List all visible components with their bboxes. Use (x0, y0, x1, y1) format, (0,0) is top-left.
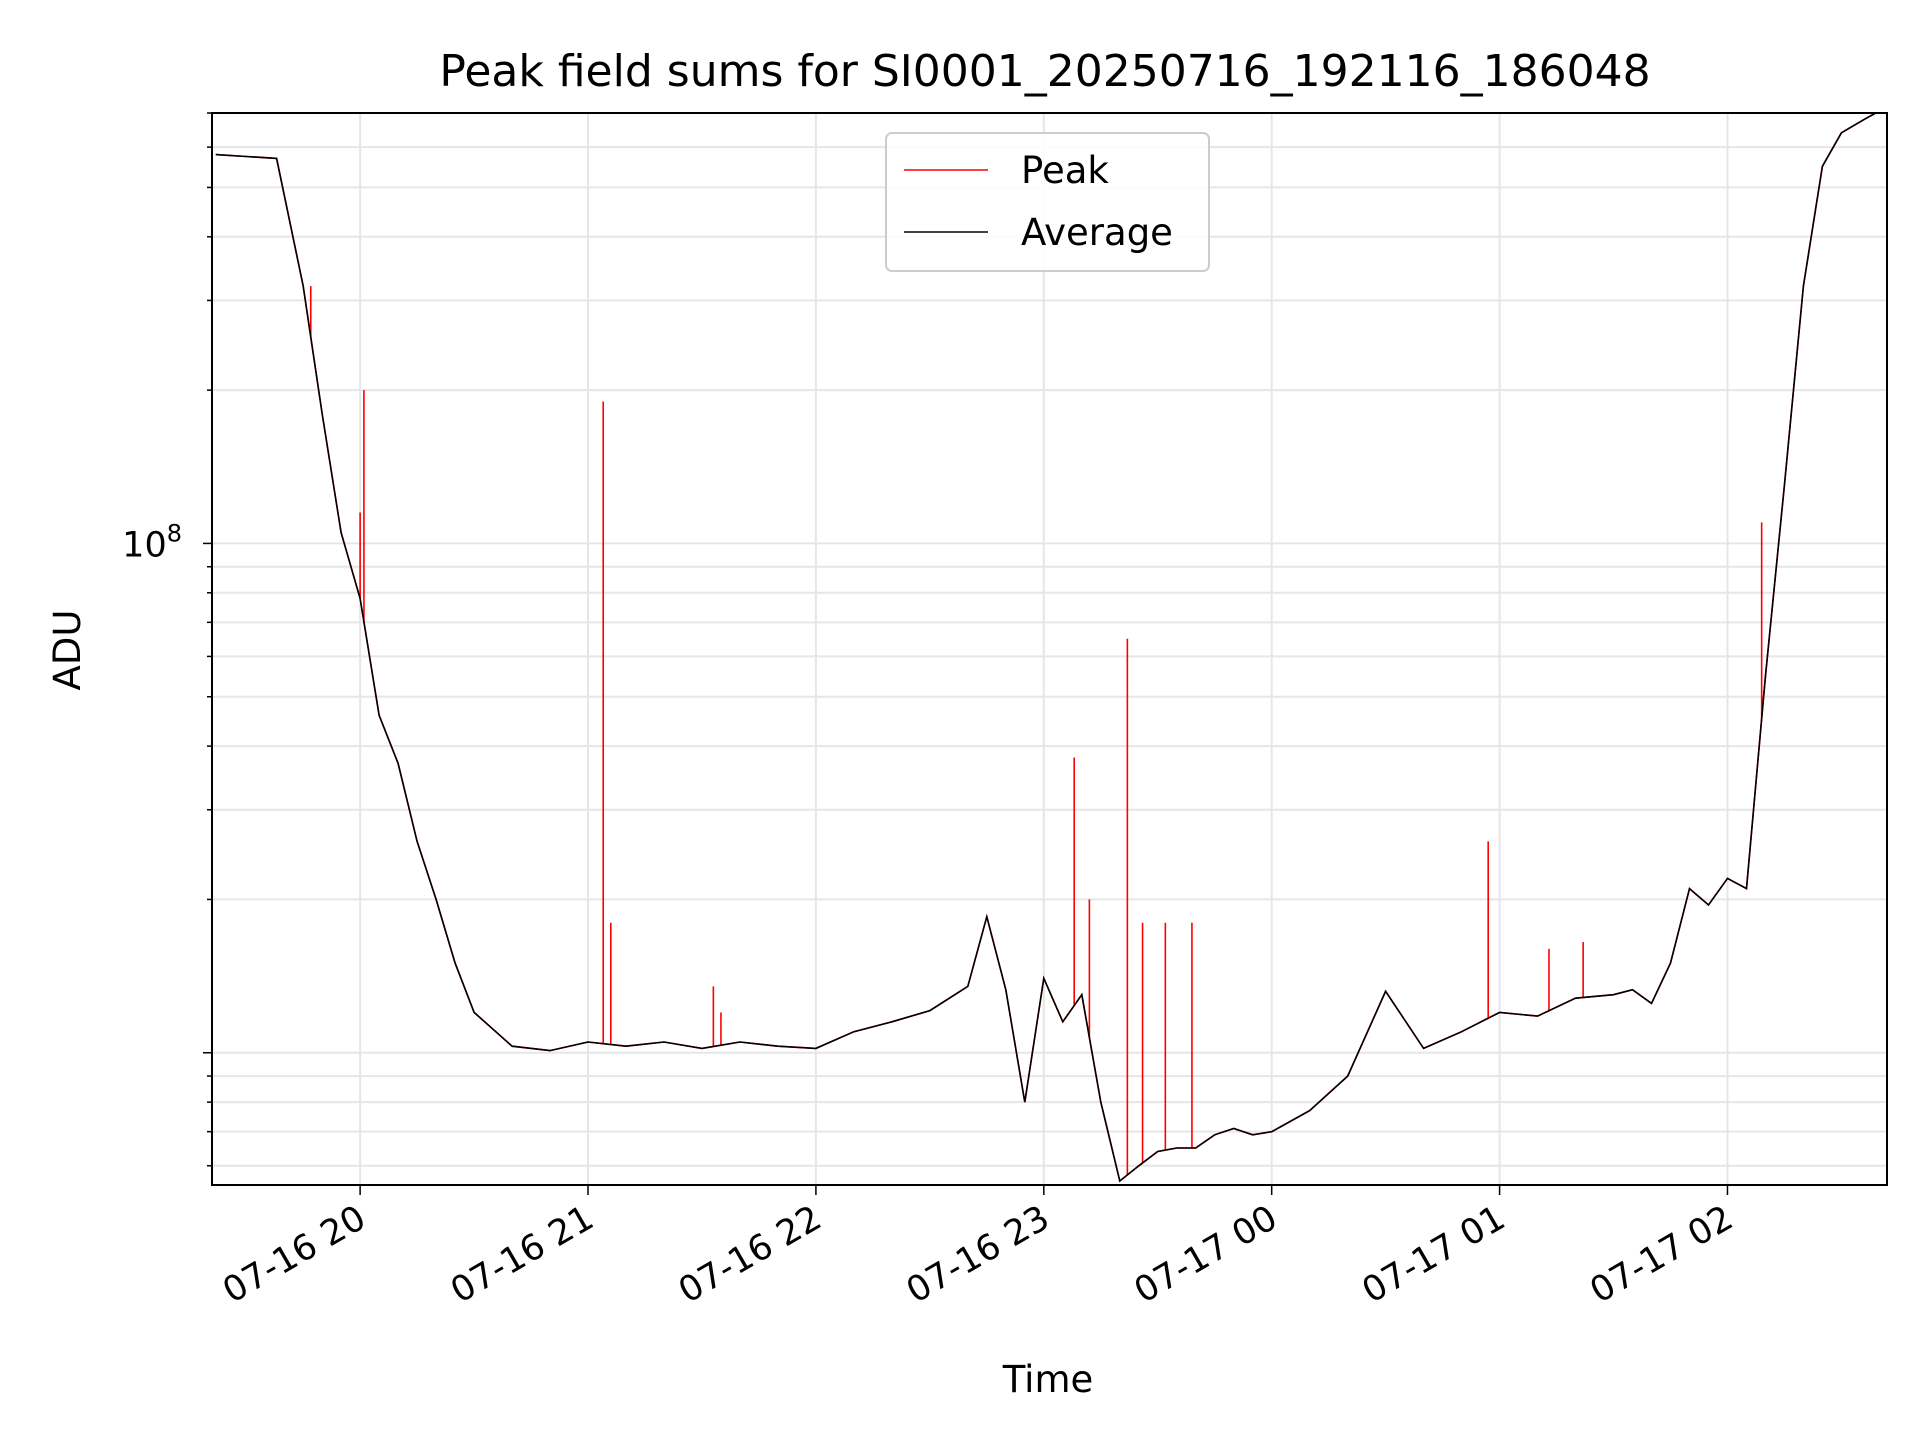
y-axis-ticks: 108 (122, 112, 212, 1167)
plot-area (212, 113, 1887, 1185)
y-tick-label: 108 (122, 519, 182, 565)
plot-series (215, 113, 1878, 1183)
plot-frame (211, 112, 1888, 1186)
x-axis-label: Time (1002, 1358, 1094, 1401)
y-axis-label: ADU (46, 610, 89, 691)
legend-label-peak: Peak (1021, 149, 1109, 192)
legend-box (885, 132, 1210, 272)
chart-title: Peak field sums for SI0001_20250716_1921… (439, 46, 1650, 97)
average-series-line (215, 113, 1878, 1183)
legend: Peak Average (885, 132, 1210, 272)
legend-label-average: Average (1021, 211, 1173, 254)
